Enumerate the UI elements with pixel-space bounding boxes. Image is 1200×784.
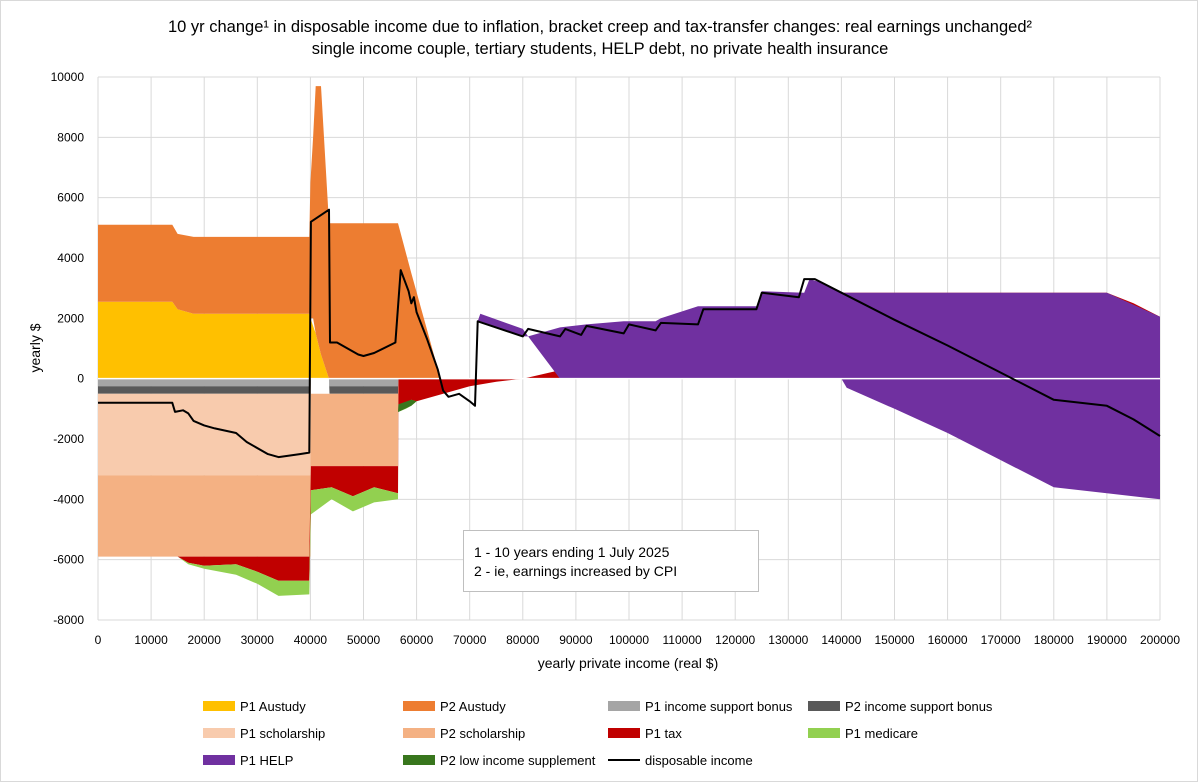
- legend-label: P1 tax: [645, 725, 682, 741]
- area-p1-medicare: [98, 399, 417, 596]
- y-tick-label: 0: [77, 372, 84, 386]
- legend-label: P1 Austudy: [240, 698, 306, 714]
- legend-swatch: [203, 701, 235, 711]
- legend-swatch: [608, 728, 640, 738]
- legend-label: P2 income support bonus: [845, 698, 993, 714]
- legend-swatch: [203, 755, 235, 765]
- area-p1-income-support-bonus: [98, 378, 399, 387]
- area-p2-scholarship: [98, 378, 399, 557]
- legend-label: P2 scholarship: [440, 725, 526, 741]
- x-tick-label: 60000: [400, 633, 434, 647]
- x-tick-label: 190000: [1087, 633, 1127, 647]
- chart-title: 10 yr change¹ in disposable income due t…: [167, 18, 1033, 36]
- legend-label: disposable income: [645, 752, 753, 768]
- line-disposable-income: [98, 208, 1161, 459]
- area-series: [98, 86, 1160, 596]
- area-p2-low-income-supplement: [398, 399, 417, 412]
- legend-item-p1-scholarship: P1 scholarship: [203, 725, 325, 741]
- legend-item-p2-income-support-bonus: P2 income support bonus: [808, 698, 992, 714]
- x-tick-label: 30000: [241, 633, 275, 647]
- chart-subtitle: single income couple, tertiary students,…: [311, 40, 889, 58]
- y-tick-label: 2000: [57, 311, 84, 325]
- legend-item-p1-tax: P1 tax: [608, 725, 682, 741]
- x-tick-label: 110000: [663, 633, 702, 647]
- legend-item-p1-medicare: P1 medicare: [808, 725, 918, 741]
- x-tick-label: 130000: [768, 633, 808, 647]
- legend-label: P1 income support bonus: [645, 698, 793, 714]
- line-series: [98, 208, 1161, 459]
- legend-swatch: [403, 755, 435, 765]
- y-tick-label: -2000: [53, 432, 84, 446]
- y-axis-label: yearly $: [27, 323, 43, 372]
- x-tick-label: 160000: [928, 633, 968, 647]
- x-tick-label: 150000: [874, 633, 914, 647]
- legend-label: P1 scholarship: [240, 725, 326, 741]
- legend-label: P1 HELP: [240, 752, 294, 768]
- legend-item-p2-scholarship: P2 scholarship: [403, 725, 525, 741]
- x-tick-label: 70000: [453, 633, 487, 647]
- y-tick-label: 8000: [57, 130, 84, 144]
- legend-item-p1-austudy: P1 Austudy: [203, 698, 306, 714]
- y-tick-label: 4000: [57, 251, 84, 265]
- x-axis-label: yearly private income (real $): [538, 655, 719, 671]
- legend-swatch: [203, 728, 235, 738]
- tick-labels: 0 10000 20000 30000 40000 50000 60000 70000 8000…: [51, 70, 1181, 647]
- legend-label: P2 Austudy: [440, 698, 506, 714]
- y-tick-label: -8000: [53, 613, 84, 627]
- legend-label: P2 low income supplement: [440, 752, 596, 768]
- x-tick-label: 100000: [609, 633, 649, 647]
- x-tick-label: 140000: [821, 633, 861, 647]
- y-tick-label: -6000: [53, 553, 84, 567]
- y-tick-label: 6000: [57, 191, 84, 205]
- note-line-2: 2 - ie, earnings increased by CPI: [474, 563, 678, 579]
- x-tick-label: 120000: [715, 633, 755, 647]
- x-tick-label: 80000: [506, 633, 540, 647]
- x-tick-label: 40000: [294, 633, 328, 647]
- x-tick-label: 0: [95, 633, 102, 647]
- x-tick-label: 10000: [134, 633, 168, 647]
- legend-swatch: [608, 759, 640, 761]
- x-tick-label: 50000: [347, 633, 381, 647]
- area-p1-austudy: [98, 301, 329, 379]
- note-line-1: 1 - 10 years ending 1 July 2025: [474, 544, 670, 560]
- area-p1-help: [477, 279, 1160, 500]
- x-tick-label: 180000: [1034, 633, 1074, 647]
- x-tick-label: 200000: [1140, 633, 1180, 647]
- legend-item-p1-help: P1 HELP: [203, 752, 293, 768]
- area-p2-income-support-bonus: [98, 378, 399, 394]
- legend-swatch: [608, 701, 640, 711]
- x-tick-label: 90000: [559, 633, 593, 647]
- legend-item-p2-austudy: P2 Austudy: [403, 698, 506, 714]
- area-p2-austudy: [98, 86, 441, 379]
- legend-swatch: [808, 701, 840, 711]
- legend-item-p2-low-income-supplement: P2 low income supplement: [403, 752, 595, 768]
- x-tick-label: 170000: [981, 633, 1021, 647]
- legend-swatch: [403, 701, 435, 711]
- legend-item-p1-income-support-bonus: P1 income support bonus: [608, 698, 792, 714]
- legend-swatch: [808, 728, 840, 738]
- legend-label: P1 medicare: [845, 725, 918, 741]
- y-tick-label: -4000: [53, 492, 84, 506]
- y-tick-label: 10000: [51, 70, 85, 84]
- x-tick-label: 20000: [188, 633, 222, 647]
- legend-swatch: [403, 728, 435, 738]
- legend-item-disposable-income: disposable income: [608, 752, 753, 768]
- notes-box: 1 - 10 years ending 1 July 2025 2 - ie, …: [463, 530, 759, 592]
